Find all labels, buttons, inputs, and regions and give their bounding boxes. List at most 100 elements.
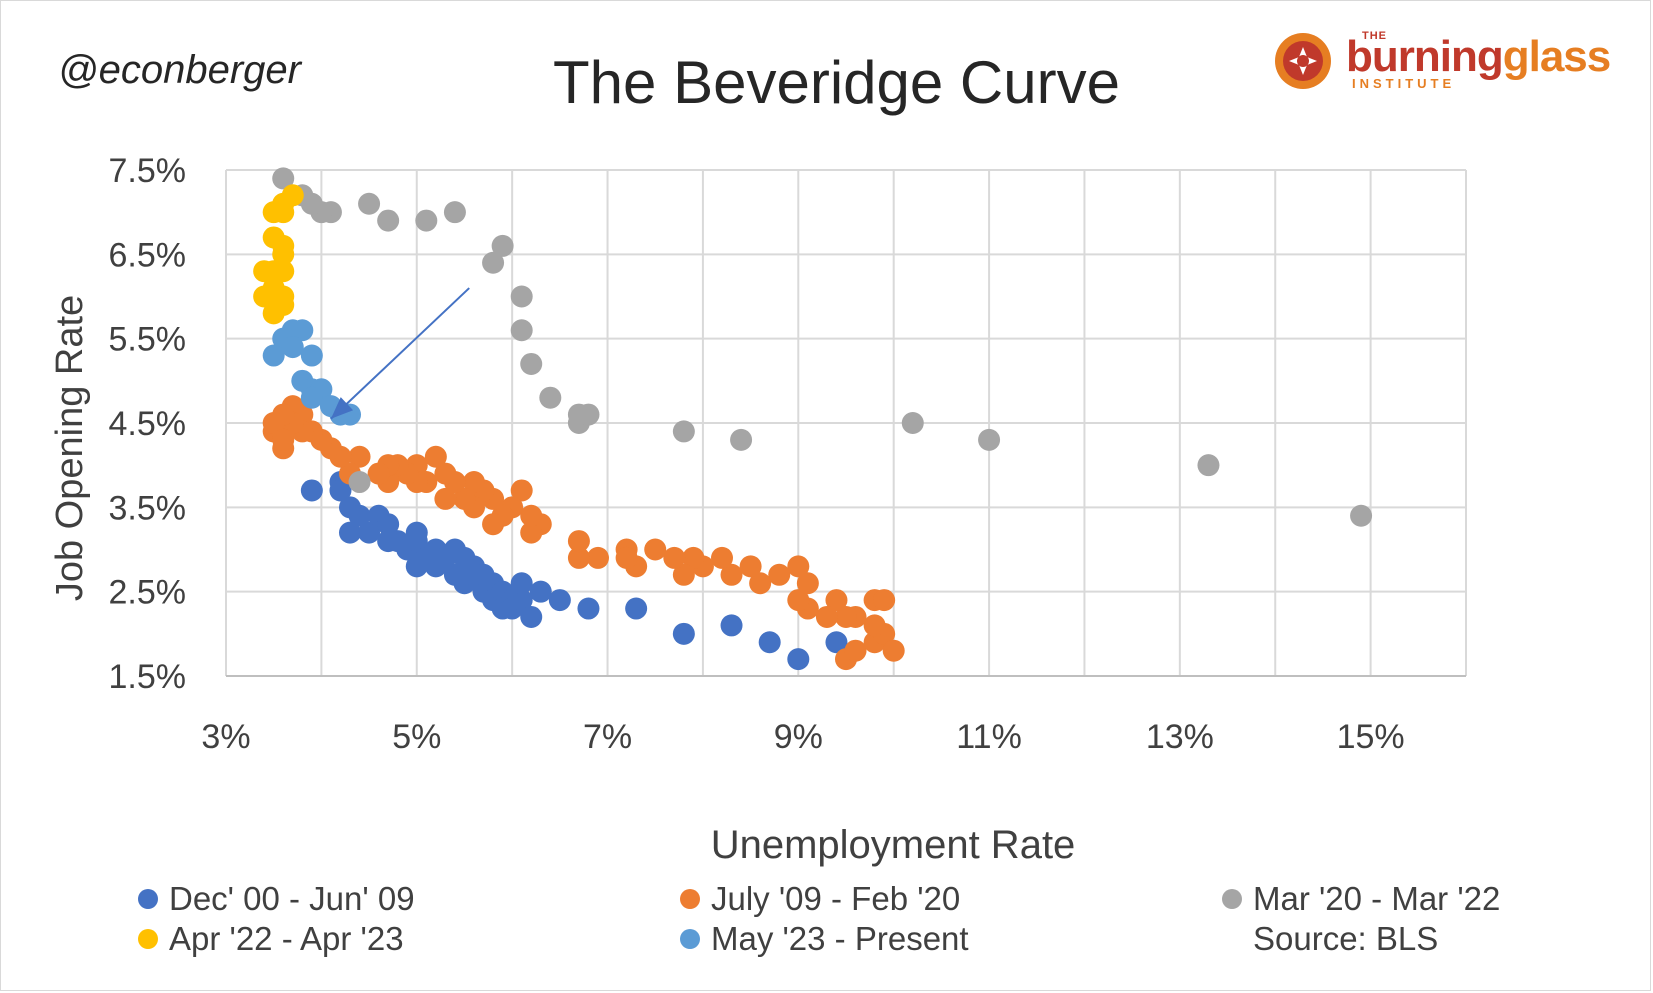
data-point	[901, 412, 924, 434]
data-point	[1350, 504, 1373, 527]
data-point	[482, 513, 505, 536]
series-2-points	[262, 395, 905, 671]
data-point	[510, 479, 533, 502]
data-point	[739, 555, 762, 578]
data-point	[272, 243, 295, 266]
y-tick-label: 1.5%	[109, 658, 187, 696]
logo-word-burning: burning	[1346, 32, 1504, 81]
data-point	[787, 555, 810, 578]
data-point	[825, 589, 848, 612]
data-point	[1197, 454, 1220, 477]
data-point	[482, 251, 505, 274]
y-tick-label: 7.5%	[109, 152, 187, 190]
data-point	[587, 546, 609, 569]
data-point	[711, 546, 733, 569]
data-point	[510, 572, 533, 595]
data-point	[835, 605, 857, 628]
data-point	[253, 285, 276, 308]
data-point	[424, 445, 447, 468]
data-point	[262, 412, 285, 434]
data-point	[787, 648, 810, 671]
data-point	[272, 260, 295, 283]
data-point	[520, 504, 543, 527]
data-point	[405, 521, 428, 544]
data-point	[882, 639, 905, 662]
x-tick-label: 11%	[956, 718, 1022, 756]
x-tick-label: 5%	[392, 718, 441, 756]
y-axis-label: Job Opening Rate	[49, 295, 91, 601]
chart-points	[253, 167, 1373, 671]
data-point	[358, 192, 381, 215]
data-point	[520, 605, 543, 628]
data-point	[730, 428, 753, 451]
data-point	[577, 597, 600, 620]
data-point	[358, 521, 381, 544]
data-point	[844, 639, 867, 662]
data-point	[510, 285, 533, 308]
data-point	[548, 589, 571, 612]
data-point	[262, 344, 285, 367]
data-point	[720, 614, 743, 637]
data-point	[453, 487, 476, 510]
data-point	[644, 538, 667, 561]
arrow-head	[330, 397, 354, 419]
logo-wordmark: burningglass	[1346, 32, 1611, 82]
logo-the-text: THE	[1362, 30, 1387, 42]
data-point	[796, 572, 819, 595]
data-point	[615, 546, 638, 569]
x-tick-label: 7%	[583, 718, 632, 756]
x-tick-label: 15%	[1337, 718, 1405, 756]
data-point	[510, 589, 533, 612]
series-3-points	[272, 167, 1373, 527]
data-point	[300, 479, 323, 502]
series-1-points	[300, 471, 848, 671]
series-5-points	[262, 319, 361, 426]
data-point	[348, 445, 371, 468]
data-point	[758, 631, 781, 654]
x-tick-label: 3%	[201, 718, 250, 756]
data-point	[682, 546, 705, 569]
data-point	[520, 352, 543, 375]
burning-glass-logo: THE burningglass INSTITUTE	[1270, 26, 1630, 96]
data-point	[377, 513, 400, 536]
data-point	[463, 471, 485, 494]
data-point	[348, 471, 371, 494]
y-tick-label: 5.5%	[109, 321, 187, 359]
data-point	[329, 479, 352, 502]
chart-gridlines	[225, 169, 1467, 677]
series-4-points	[253, 184, 304, 325]
data-point	[510, 319, 533, 342]
data-point	[291, 319, 314, 342]
data-point	[873, 589, 896, 612]
data-point	[377, 209, 400, 232]
data-point	[720, 563, 743, 586]
data-point	[625, 597, 648, 620]
data-point	[348, 504, 371, 527]
data-point	[815, 605, 838, 628]
x-axis-tick-labels: 3% 5% 7% 9% 11% 13% 15%	[201, 718, 1404, 756]
y-tick-label: 4.5%	[109, 405, 187, 443]
data-point	[567, 546, 590, 569]
author-handle: @econberger	[58, 48, 301, 92]
data-point	[520, 521, 543, 544]
data-point	[272, 293, 295, 316]
data-point	[672, 420, 695, 443]
data-point	[253, 260, 276, 283]
x-tick-label: 9%	[774, 718, 823, 756]
data-point	[367, 462, 390, 485]
data-point	[825, 631, 848, 654]
y-tick-label: 3.5%	[109, 489, 187, 527]
data-point	[863, 614, 886, 637]
data-point	[272, 167, 295, 190]
data-point	[663, 546, 686, 569]
data-point	[672, 622, 695, 645]
data-point	[539, 386, 562, 409]
data-point	[529, 580, 552, 603]
data-point	[300, 386, 323, 409]
x-tick-label: 13%	[1146, 718, 1214, 756]
arrow-shaft	[330, 287, 470, 420]
data-point	[567, 530, 590, 553]
x-axis-label: Unemployment Rate	[711, 823, 1076, 867]
y-tick-label: 6.5%	[109, 236, 187, 274]
data-point	[443, 201, 466, 224]
